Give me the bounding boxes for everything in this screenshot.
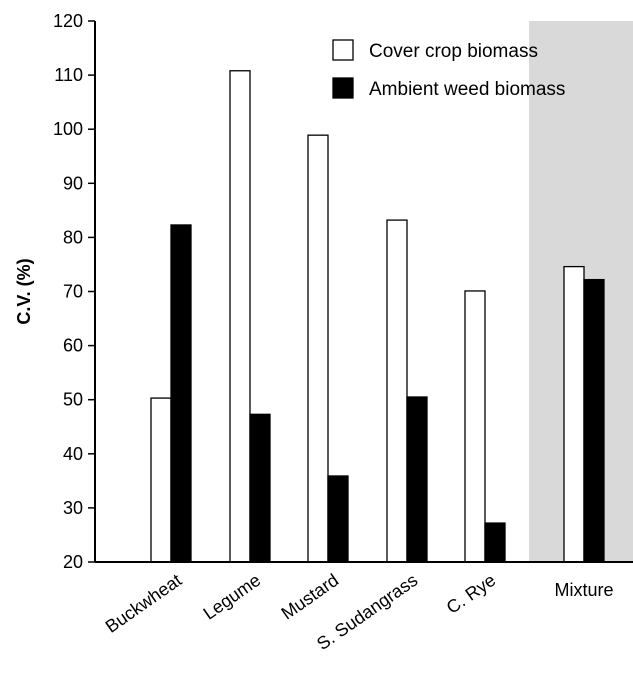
- x-tick-label: C. Rye: [443, 570, 500, 618]
- y-tick-label: 20: [63, 552, 83, 572]
- bar-ambient-weed-buckwheat: [170, 224, 192, 563]
- y-axis: 20 30 40 50 60 70 80 90 100 110 120: [53, 11, 96, 572]
- y-tick-label: 120: [53, 11, 83, 31]
- bar-cover-crop-mustard: [307, 134, 329, 563]
- bar-cover-crop-c-rye: [464, 290, 486, 563]
- y-tick-label: 40: [63, 444, 83, 464]
- x-tick-label: Legume: [200, 570, 265, 624]
- y-tick-label: 50: [63, 390, 83, 410]
- legend-swatch-cover-crop: [332, 39, 354, 61]
- y-axis-title: C.V. (%): [14, 258, 34, 324]
- bar-ambient-weed-mixture: [583, 278, 605, 563]
- bar-ambient-weed-mustard: [327, 475, 349, 563]
- bar-cover-crop-mixture: [563, 265, 585, 563]
- x-tick-label: Mixture: [554, 580, 613, 600]
- bar-cover-crop-legume: [229, 70, 251, 563]
- legend: Cover crop biomass Ambient weed biomass: [332, 39, 565, 100]
- y-tick-label: 110: [54, 65, 83, 85]
- legend-label-cover-crop: Cover crop biomass: [369, 41, 538, 62]
- bar-ambient-weed-s-sudangrass: [406, 396, 428, 563]
- bar-cover-crop-buckwheat: [150, 397, 172, 563]
- y-tick-label: 30: [63, 498, 83, 518]
- y-tick-label: 100: [53, 119, 83, 139]
- legend-swatch-ambient-weed: [332, 77, 354, 99]
- x-tick-label: Buckwheat: [102, 570, 186, 637]
- y-tick-label: 70: [63, 282, 83, 302]
- bar-ambient-weed-legume: [249, 413, 271, 563]
- y-tick-label: 60: [63, 336, 83, 356]
- y-tick-label: 90: [63, 173, 83, 193]
- legend-label-ambient-weed: Ambient weed biomass: [369, 79, 565, 100]
- bar-cover-crop-s-sudangrass: [386, 219, 408, 563]
- bar-ambient-weed-c-rye: [484, 522, 506, 563]
- x-tick-label: Mustard: [278, 570, 343, 624]
- y-tick-label: 80: [63, 227, 83, 247]
